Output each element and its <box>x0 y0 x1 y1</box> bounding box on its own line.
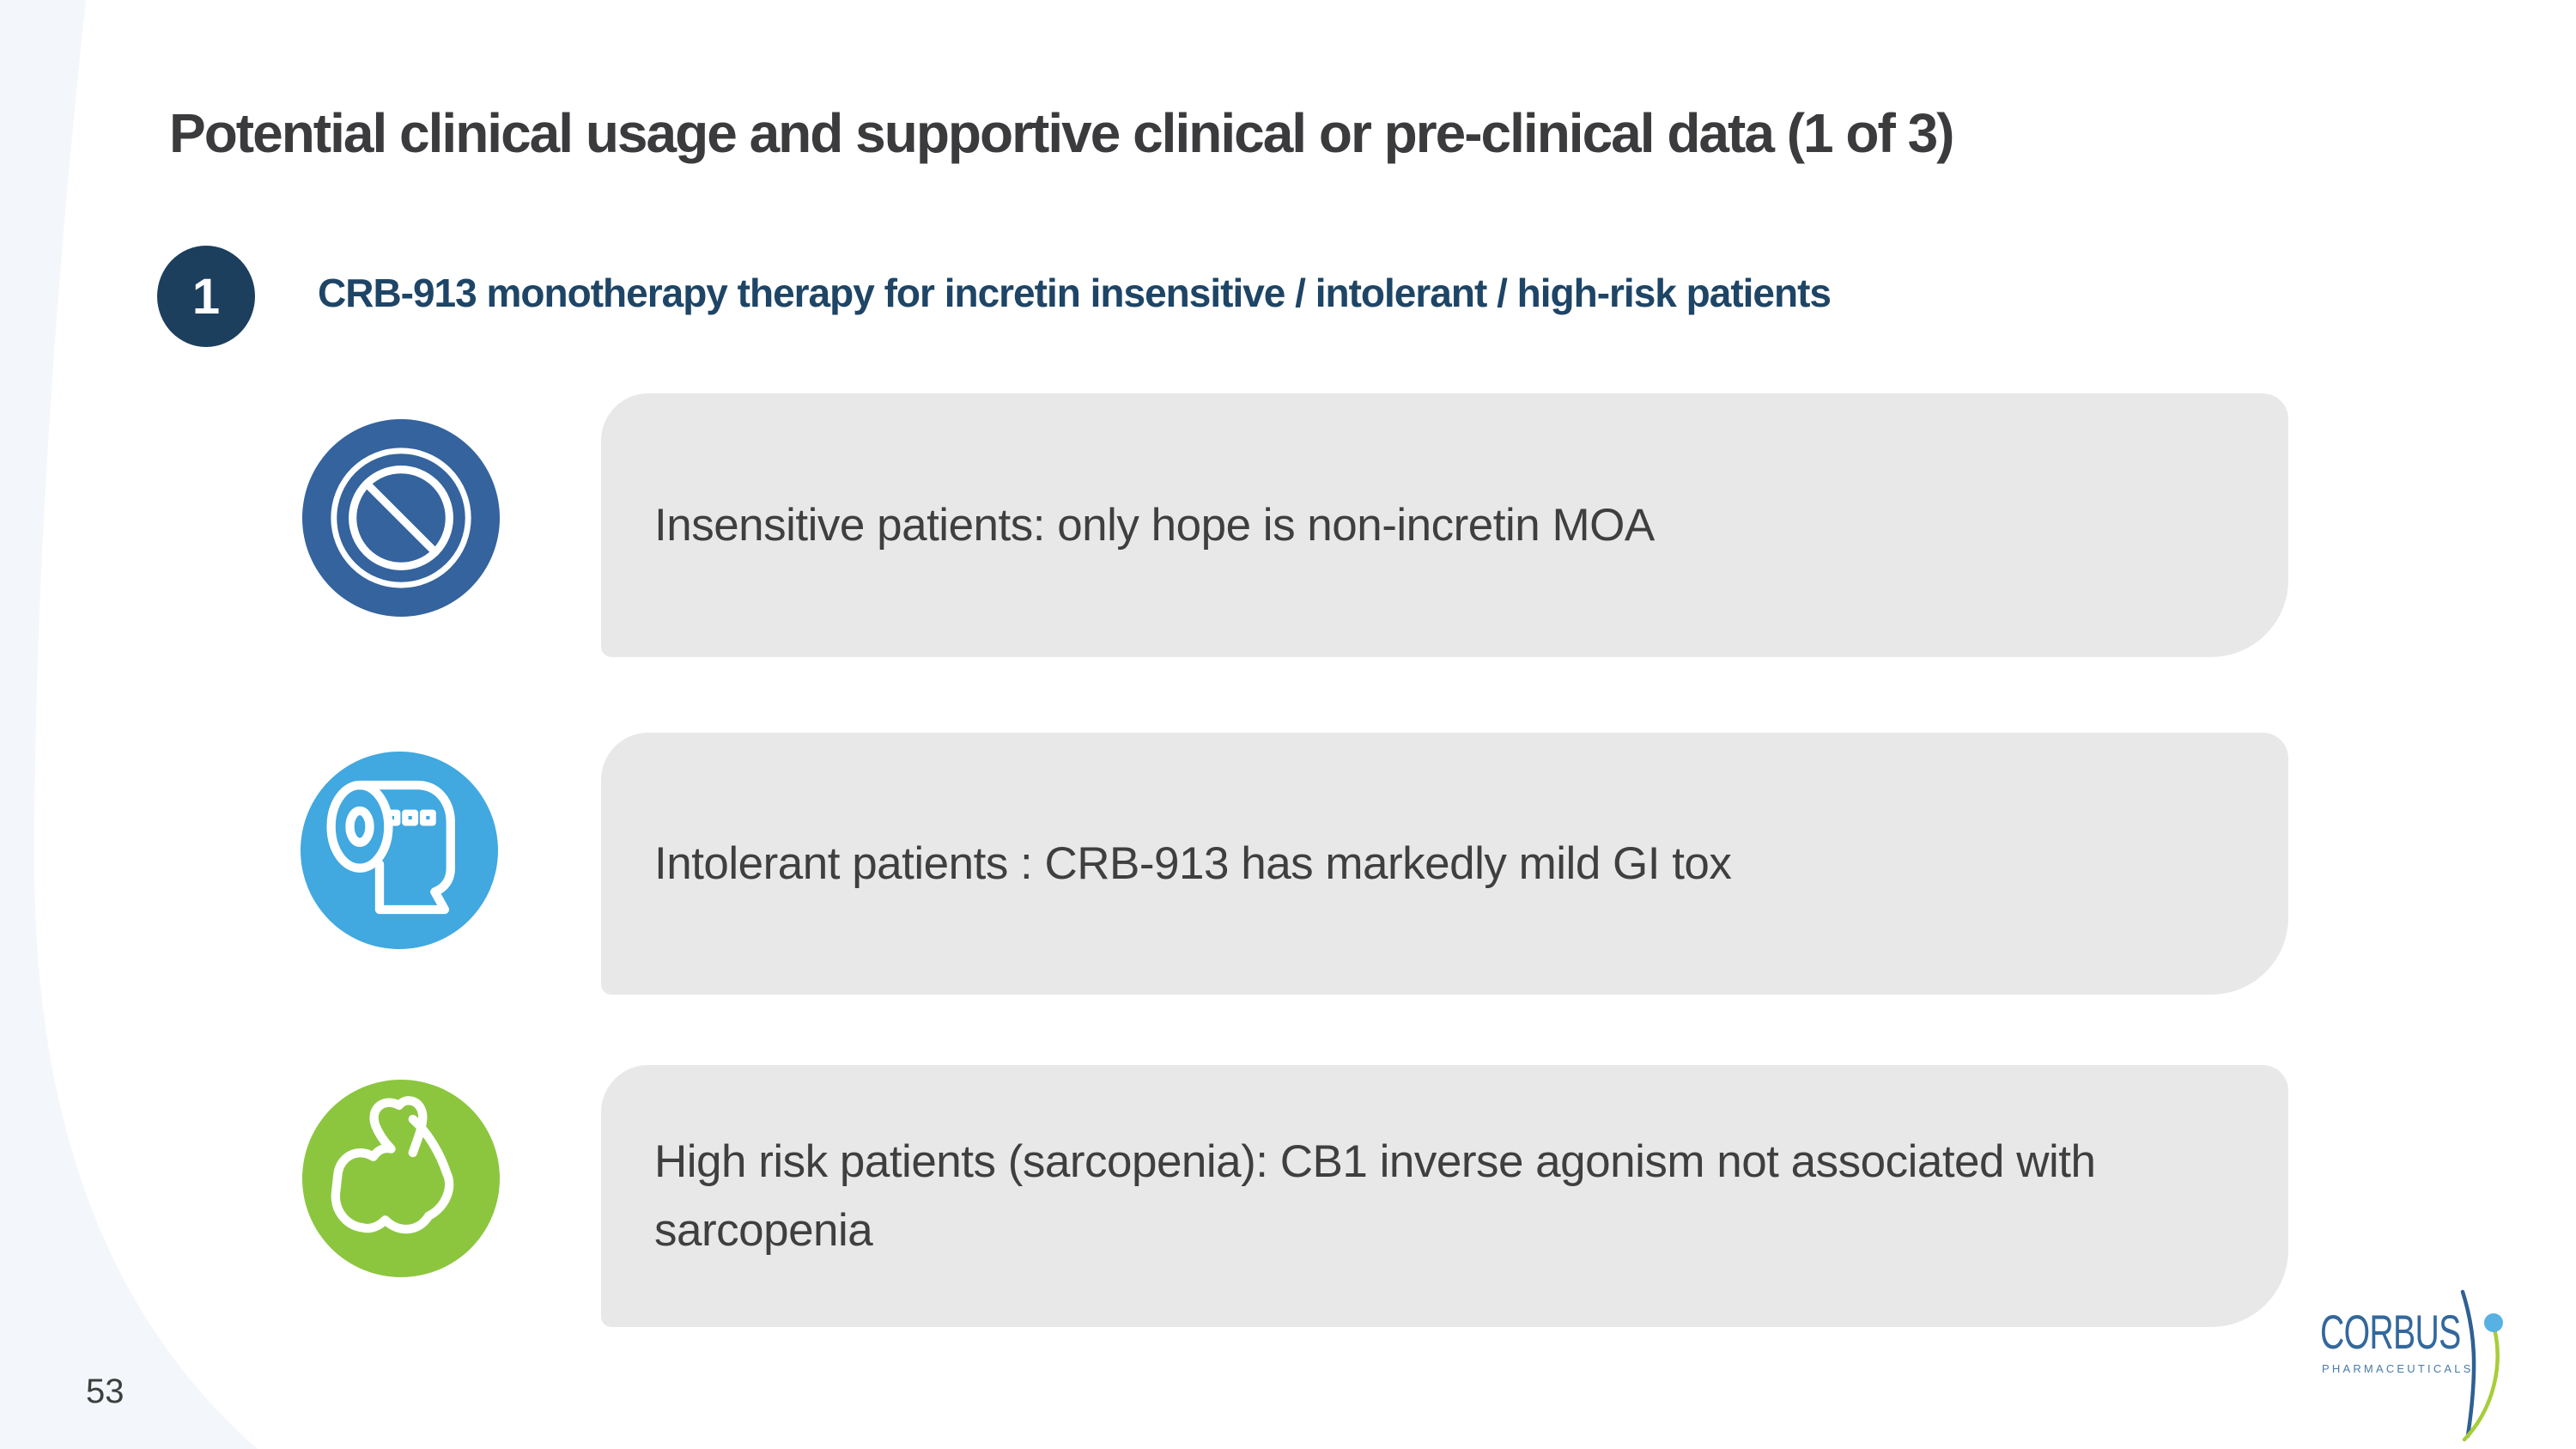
corbus-figure-icon <box>2460 1289 2503 1442</box>
intolerant-patients-text: Intolerant patients : CRB-913 has marked… <box>654 837 1732 889</box>
section-heading: CRB-913 monotherapy therapy for incretin… <box>318 271 1832 315</box>
corbus-logo-wordmark: CORBUS <box>2320 1305 2461 1359</box>
insensitive-patients-text: Insensitive patients: only hope is non-i… <box>654 499 1655 551</box>
section-number: 1 <box>191 268 221 325</box>
left-curve-decoration <box>0 0 258 1449</box>
high-risk-patients-text: High risk patients (sarcopenia): CB1 inv… <box>654 1136 2096 1256</box>
page-number: 53 <box>86 1373 125 1410</box>
corbus-logo: CORBUS PHARMACEUTICALS <box>2318 1289 2576 1443</box>
ban-icon <box>302 419 500 617</box>
slide-title: Potential clinical usage and supportive … <box>169 102 1954 164</box>
section-number-badge: 1 <box>157 246 255 347</box>
corbus-logo-tagline: PHARMACEUTICALS <box>2322 1362 2474 1375</box>
muscle-arm-icon <box>302 1080 500 1277</box>
intolerant-patients-box: Intolerant patients : CRB-913 has marked… <box>601 733 2288 995</box>
toilet-paper-icon <box>301 752 498 949</box>
insensitive-patients-box: Insensitive patients: only hope is non-i… <box>601 393 2288 657</box>
high-risk-patients-box: High risk patients (sarcopenia): CB1 inv… <box>601 1065 2288 1327</box>
